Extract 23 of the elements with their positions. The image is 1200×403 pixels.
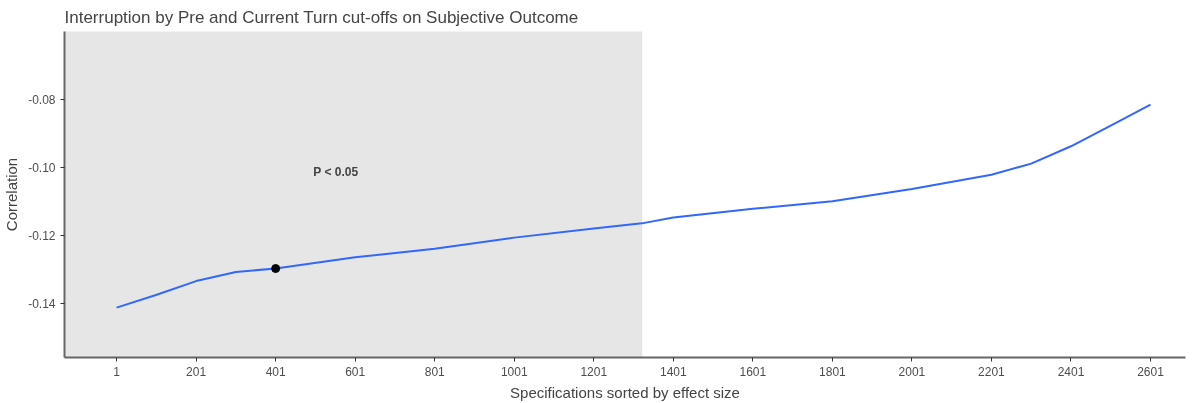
y-tick-label: -0.10 <box>28 160 56 175</box>
x-tick-label: 1001 <box>500 364 528 379</box>
x-tick-label: 2001 <box>898 364 926 379</box>
x-tick-label: 601 <box>345 364 366 379</box>
x-tick-label: 201 <box>186 364 207 379</box>
band-label: P < 0.05 <box>313 164 359 179</box>
x-tick-label: 1601 <box>739 364 767 379</box>
x-tick-label: 401 <box>265 364 286 379</box>
x-axis-title: Specifications sorted by effect size <box>510 383 740 401</box>
x-tick-label: 1201 <box>580 364 608 379</box>
y-tick-label: -0.08 <box>28 92 56 107</box>
x-tick-label: 1801 <box>819 364 847 379</box>
x-tick-label: 1401 <box>659 364 687 379</box>
x-tick-label: 1 <box>113 364 121 379</box>
y-tick-label: -0.12 <box>28 228 56 243</box>
y-axis-title: Correlation <box>3 157 21 232</box>
x-tick-label: 801 <box>424 364 446 379</box>
y-tick-label: -0.14 <box>28 296 56 311</box>
line-series <box>115 103 1152 309</box>
x-tick-label: 2201 <box>978 364 1006 379</box>
x-tick-label: 2401 <box>1057 364 1085 379</box>
x-tick-label: 2601 <box>1137 364 1165 379</box>
chart-title: Interruption by Pre and Current Turn cut-offs on Subjective Outcome <box>64 7 579 27</box>
